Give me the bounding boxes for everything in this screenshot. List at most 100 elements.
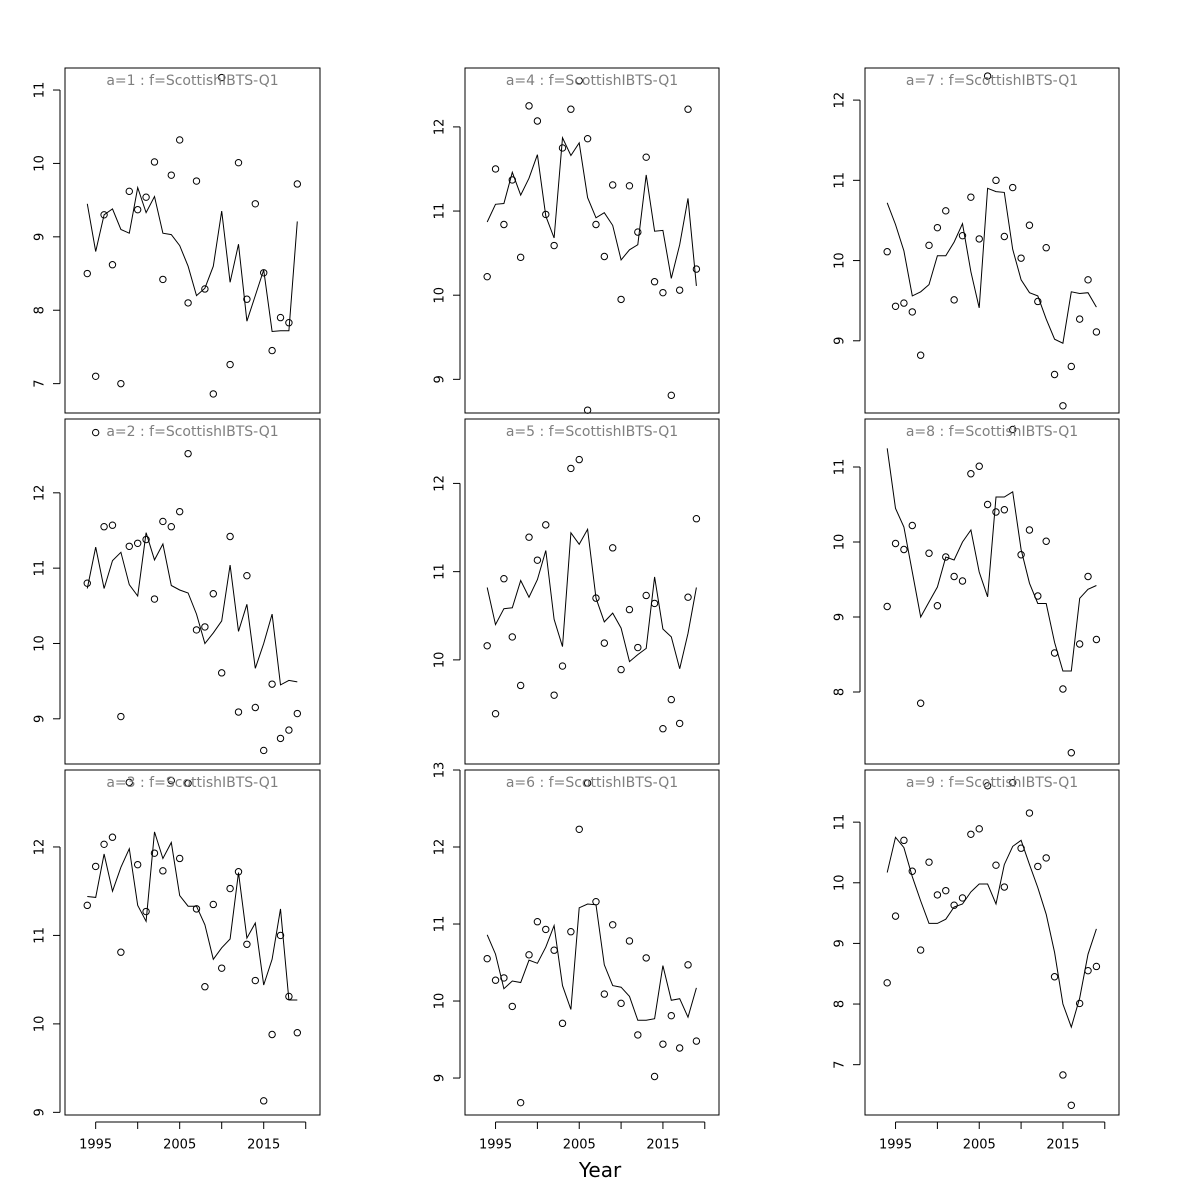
y-tick-label: 10 (833, 252, 848, 269)
observed-point (226, 532, 234, 541)
observed-point (142, 535, 150, 544)
observed-point (201, 285, 209, 293)
observed-point (667, 1011, 675, 1020)
observed-point (634, 1031, 642, 1039)
observed-point (1042, 537, 1050, 545)
observed-point (975, 462, 983, 470)
panel-title: a=2 : f=ScottishIBTS-Q1 (106, 424, 278, 440)
observed-point (609, 181, 617, 189)
observed-point (983, 500, 992, 509)
observed-point (642, 591, 650, 600)
panel-6: 8 9 10 11 a=8 : f=ScottishIBTS-Q1 (833, 418, 1120, 765)
y-tick-label: 11 (33, 560, 48, 577)
observed-point (108, 261, 117, 269)
observed-point (617, 295, 625, 304)
observed-point (575, 455, 583, 464)
observed-point (600, 252, 609, 261)
panel-frame (64, 418, 321, 765)
y-tick-label: 12 (833, 92, 848, 109)
observed-point (958, 231, 967, 240)
observed-point (916, 699, 925, 707)
observed-point (550, 691, 558, 699)
panel-title: a=3 : f=ScottishIBTS-Q1 (106, 775, 278, 791)
observed-point (142, 193, 150, 201)
y-tick-label: 8 (33, 306, 48, 314)
observed-point (201, 623, 209, 631)
observed-point (550, 241, 558, 250)
observed-point (91, 862, 100, 871)
observed-point (967, 830, 975, 838)
observed-point (883, 248, 891, 256)
y-tick-label: 11 (33, 82, 48, 99)
observed-point (293, 709, 302, 718)
observed-point (192, 177, 201, 185)
panel-9: 7 8 9 10 11 1995 2005 2015 a=9 : f=ScottishIBTS-… (833, 769, 1120, 1153)
observed-point (1042, 854, 1050, 862)
y-tick-label: 11 (433, 563, 448, 580)
observed-point (900, 299, 908, 307)
observed-point (558, 144, 567, 152)
observed-point (508, 176, 516, 184)
observed-point (285, 319, 293, 327)
observed-point (975, 825, 983, 833)
observed-point (1017, 551, 1025, 559)
observed-point (276, 313, 285, 322)
observed-point (260, 1097, 268, 1105)
observed-point (142, 907, 150, 916)
observed-point (1075, 640, 1084, 648)
y-tick-label: 9 (833, 613, 848, 621)
observed-point (583, 406, 592, 414)
observed-point (1075, 999, 1084, 1008)
panel-title: a=5 : f=ScottishIBTS-Q1 (506, 424, 678, 440)
observed-point (1084, 572, 1092, 581)
panel-frame (864, 418, 1120, 765)
panel-frame (464, 418, 720, 765)
observed-point (992, 176, 1000, 185)
observed-point (125, 778, 133, 787)
observed-point (684, 961, 692, 969)
observed-point (251, 976, 260, 985)
y-tick-label: 9 (33, 1108, 48, 1116)
observed-point (100, 840, 108, 849)
observed-point (1067, 749, 1075, 757)
observed-point (167, 523, 175, 531)
observed-point (684, 593, 692, 601)
observed-point (276, 734, 285, 743)
observed-point (91, 428, 100, 437)
observed-point (950, 572, 958, 581)
observed-point (692, 1037, 701, 1045)
observed-point (1009, 183, 1017, 192)
observed-point (500, 575, 508, 583)
observed-point (600, 639, 609, 647)
observed-point (159, 517, 167, 526)
observed-point (925, 549, 933, 557)
x-tick-label: 1995 (479, 1138, 512, 1153)
observed-point (117, 712, 125, 721)
y-tick-label: 11 (833, 459, 848, 476)
y-tick-label: 10 (833, 534, 848, 551)
observed-point (883, 602, 891, 611)
observed-point (234, 158, 243, 167)
observed-point (483, 272, 491, 281)
y-tick-label: 11 (433, 203, 448, 220)
panel-frame (64, 67, 321, 414)
observed-point (908, 867, 916, 875)
observed-point (234, 708, 243, 716)
observed-point (508, 1002, 516, 1011)
observed-point (983, 782, 992, 790)
panel-frame (464, 67, 720, 414)
panel-2: 9 10 11 12 a=4 : f=ScottishIBTS-Q1 (433, 67, 720, 414)
fitted-line (886, 448, 1097, 672)
observed-point (567, 105, 575, 113)
observed-point (550, 946, 558, 954)
observed-point (609, 921, 617, 929)
observed-point (1000, 232, 1009, 241)
observed-point (117, 948, 125, 956)
observed-point (1059, 402, 1067, 410)
observed-point (1025, 221, 1034, 229)
x-tick-label: 2015 (247, 1138, 280, 1153)
observed-point (916, 351, 925, 359)
panel-1: 7 8 9 10 11 a=1 : f=ScottishIBTS-Q1 (33, 67, 321, 414)
observed-point (983, 72, 992, 80)
